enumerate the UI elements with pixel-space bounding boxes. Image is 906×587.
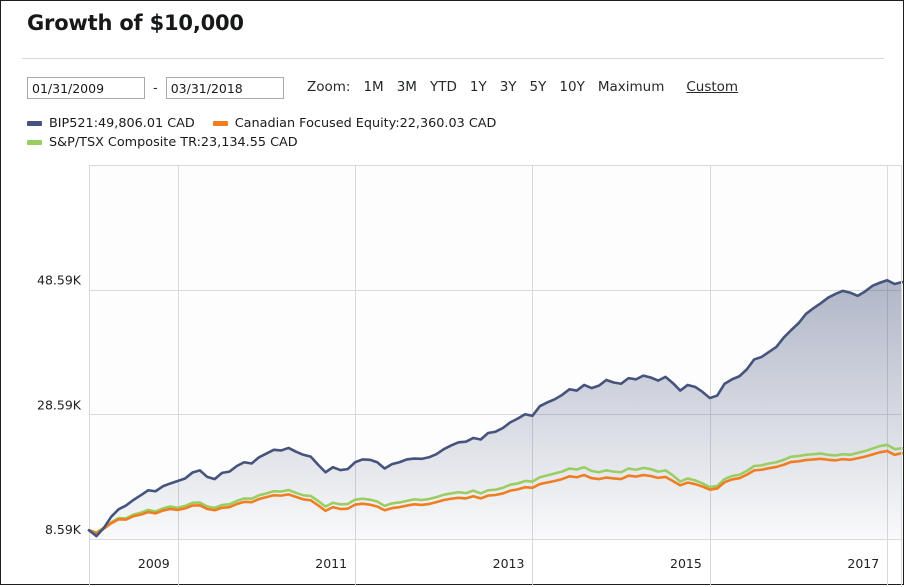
zoom-range-selector: Zoom: 1M 3M YTD 1Y 3Y 5Y 10Y Maximum Cus… — [307, 79, 738, 95]
growth-line-chart[interactable]: 8.59K28.59K48.59K68.59K20092011201320152… — [2, 164, 904, 585]
zoom-option-5y[interactable]: 5Y — [529, 79, 547, 95]
legend-row-2: S&P/TSX Composite TR:23,134.55 CAD — [27, 133, 514, 152]
chart-legend: BIP521:49,806.01 CAD Canadian Focused Eq… — [27, 114, 514, 152]
legend-swatch-canadian-focused-equity — [212, 121, 228, 126]
svg-text:8.59K: 8.59K — [45, 522, 82, 537]
legend-label-bip521: BIP521:49,806.01 CAD — [49, 116, 195, 131]
svg-text:48.59K: 48.59K — [37, 273, 82, 288]
start-date-input[interactable] — [27, 77, 145, 99]
page-title: Growth of $10,000 — [27, 11, 244, 35]
zoom-option-custom[interactable]: Custom — [686, 79, 739, 95]
svg-text:2013: 2013 — [493, 556, 525, 571]
zoom-option-maximum[interactable]: Maximum — [597, 79, 665, 95]
zoom-option-ytd[interactable]: YTD — [429, 79, 457, 95]
legend-label-canadian-focused-equity: Canadian Focused Equity:22,360.03 CAD — [234, 116, 497, 131]
svg-text:2015: 2015 — [670, 556, 702, 571]
svg-text:2017: 2017 — [847, 556, 879, 571]
legend-row-1: BIP521:49,806.01 CAD Canadian Focused Eq… — [27, 114, 514, 133]
chart-canvas: 8.59K28.59K48.59K68.59K20092011201320152… — [37, 165, 904, 585]
legend-swatch-sptsx-composite — [27, 140, 42, 145]
zoom-option-3m[interactable]: 3M — [396, 79, 417, 95]
svg-text:2009: 2009 — [138, 556, 170, 571]
date-range-controls: - — [27, 76, 284, 100]
zoom-option-3y[interactable]: 3Y — [499, 79, 517, 95]
svg-text:2011: 2011 — [315, 556, 347, 571]
legend-label-sptsx-composite: S&P/TSX Composite TR:23,134.55 CAD — [49, 135, 298, 150]
zoom-option-1m[interactable]: 1M — [363, 79, 384, 95]
end-date-input[interactable] — [165, 77, 284, 99]
header-divider — [22, 58, 884, 59]
legend-item-sptsx-composite[interactable]: S&P/TSX Composite TR:23,134.55 CAD — [27, 133, 298, 152]
legend-item-canadian-focused-equity[interactable]: Canadian Focused Equity:22,360.03 CAD — [212, 114, 497, 133]
zoom-label: Zoom: — [307, 79, 351, 95]
legend-swatch-bip521 — [27, 121, 42, 126]
legend-item-bip521[interactable]: BIP521:49,806.01 CAD — [27, 114, 195, 133]
zoom-option-1y[interactable]: 1Y — [469, 79, 487, 95]
date-range-separator: - — [153, 80, 158, 96]
svg-text:28.59K: 28.59K — [37, 397, 82, 412]
zoom-option-10y[interactable]: 10Y — [559, 79, 585, 95]
